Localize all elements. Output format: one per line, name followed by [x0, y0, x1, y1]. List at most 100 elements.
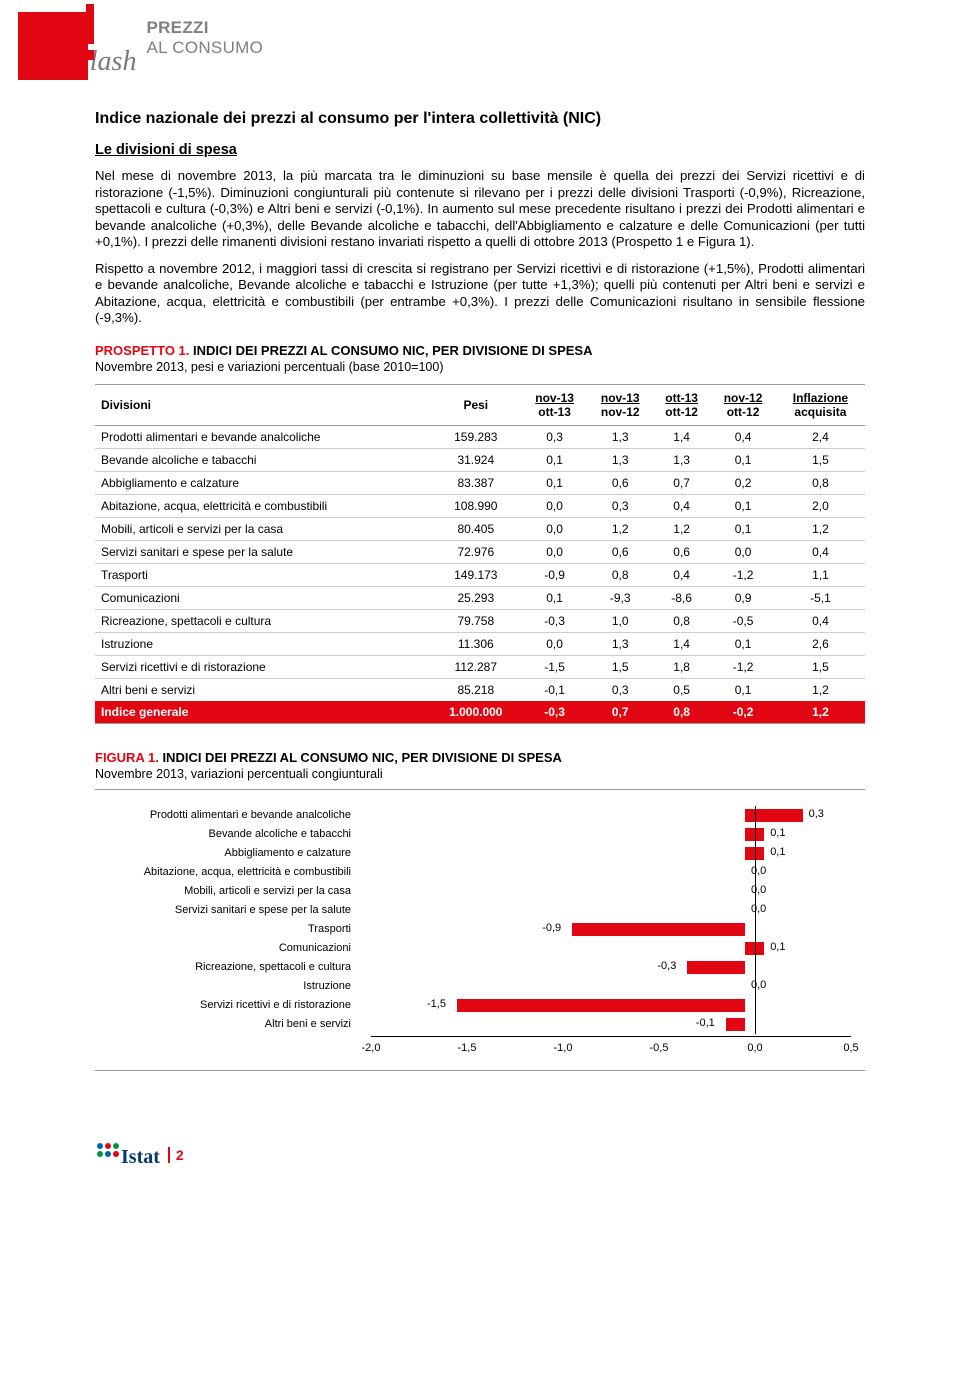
x-axis: -2,0-1,5-1,0-0,50,00,5 [371, 1042, 851, 1060]
chart-row: Mobili, articoli e servizi per la casa 0,… [103, 882, 857, 901]
table-row: Abbigliamento e calzature83.3870,10,60,7… [95, 471, 865, 494]
table-cell: Mobili, articoli e servizi per la casa [95, 517, 430, 540]
bar-label: Servizi sanitari e spese per la salute [103, 904, 361, 916]
table-cell: 1.000.000 [430, 701, 522, 723]
table-cell: 1,4 [653, 425, 710, 448]
content-body: Indice nazionale dei prezzi al consumo p… [95, 110, 865, 1071]
chart-row: Trasporti -0,9 [103, 920, 857, 939]
table-cell: 0,2 [710, 471, 776, 494]
table-cell: 0,1 [522, 586, 588, 609]
table-cell: -0,5 [710, 609, 776, 632]
table-cell: 0,1 [710, 494, 776, 517]
table-cell: 1,5 [587, 655, 653, 678]
bar-label: Istruzione [103, 980, 361, 992]
table-cell: 0,3 [522, 425, 588, 448]
table-cell: 0,8 [653, 609, 710, 632]
axis-line [371, 1036, 851, 1037]
table-cell: 0,8 [776, 471, 865, 494]
istat-text: Istat [121, 1146, 160, 1168]
table-cell: 1,2 [776, 701, 865, 723]
bar-label: Mobili, articoli e servizi per la casa [103, 885, 361, 897]
bar-value-label: 0,0 [751, 884, 766, 896]
table-cell: 0,6 [653, 540, 710, 563]
table-cell: 1,2 [776, 517, 865, 540]
table-cell: 1,8 [653, 655, 710, 678]
chart-wrapper: Prodotti alimentari e bevande analcolich… [95, 789, 865, 1071]
table-cell: 0,5 [653, 678, 710, 701]
document-header: flash PREZZI AL CONSUMO [0, 0, 960, 80]
bar-label: Abitazione, acqua, elettricità e combust… [103, 866, 361, 878]
bar-value-label: -1,5 [427, 998, 446, 1010]
bar-plot: 0,0 [361, 901, 857, 920]
table-wrapper: DivisioniPesinov-13ott-13nov-13nov-12ott… [95, 384, 865, 724]
bar-label: Comunicazioni [103, 942, 361, 954]
figura-subtitle: Novembre 2013, variazioni percentuali co… [95, 767, 865, 781]
table-cell: 0,1 [710, 678, 776, 701]
table-cell: Ricreazione, spettacoli e cultura [95, 609, 430, 632]
bar [726, 1018, 745, 1031]
table-cell: 149.173 [430, 563, 522, 586]
chart-row: Servizi ricettivi e di ristorazione-1,5 [103, 996, 857, 1015]
bar [572, 923, 745, 936]
table-row: Servizi ricettivi e di ristorazione112.2… [95, 655, 865, 678]
paragraph-2: Rispetto a novembre 2012, i maggiori tas… [95, 261, 865, 327]
table-cell: 1,2 [776, 678, 865, 701]
table-cell: 11.306 [430, 632, 522, 655]
bar-label: Altri beni e servizi [103, 1018, 361, 1030]
table-cell: -0,2 [710, 701, 776, 723]
table-cell: 0,1 [710, 448, 776, 471]
chart-row: Altri beni e servizi-0,1 [103, 1015, 857, 1034]
bar-plot: 0,0 [361, 882, 857, 901]
table-cell: 0,4 [776, 609, 865, 632]
table-cell: 1,4 [653, 632, 710, 655]
table-cell: -1,2 [710, 655, 776, 678]
table-cell: 1,5 [776, 448, 865, 471]
table-cell: 0,4 [710, 425, 776, 448]
table-cell: Abbigliamento e calzature [95, 471, 430, 494]
exclamation-icon [80, 4, 100, 62]
bar-value-label: 0,3 [809, 808, 824, 820]
table-cell: -0,1 [522, 678, 588, 701]
table-cell: -1,2 [710, 563, 776, 586]
table-cell: 0,6 [587, 471, 653, 494]
bar-plot: -1,5 [361, 996, 857, 1015]
table-cell: 0,0 [522, 494, 588, 517]
table-row: Trasporti149.173-0,90,80,4-1,21,1 [95, 563, 865, 586]
table-cell: Trasporti [95, 563, 430, 586]
axis-tick: 0,0 [747, 1042, 762, 1054]
table-cell: 0,4 [653, 494, 710, 517]
table-cell: Altri beni e servizi [95, 678, 430, 701]
table-col-header: nov-13nov-12 [587, 385, 653, 426]
prospetto-subtitle: Novembre 2013, pesi e variazioni percent… [95, 360, 865, 374]
bar-value-label: 0,0 [751, 865, 766, 877]
table-cell: 0,4 [653, 563, 710, 586]
axis-tick: -0,5 [650, 1042, 669, 1054]
bar-plot: 0,0 [361, 977, 857, 996]
prospetto-heading: INDICI DEI PREZZI AL CONSUMO NIC, PER DI… [193, 343, 592, 358]
table-body: Prodotti alimentari e bevande analcolich… [95, 425, 865, 723]
table-cell: Indice generale [95, 701, 430, 723]
table-col-header: Divisioni [95, 385, 430, 426]
chart-row: Istruzione0,0 [103, 977, 857, 996]
figura-label: FIGURA 1. [95, 750, 159, 765]
table-cell: 0,8 [653, 701, 710, 723]
table-row: Istruzione11.3060,01,31,40,12,6 [95, 632, 865, 655]
table-cell: 80.405 [430, 517, 522, 540]
bar-label: Ricreazione, spettacoli e cultura [103, 961, 361, 973]
bar-chart: Prodotti alimentari e bevande analcolich… [103, 806, 857, 1060]
bar-label: Trasporti [103, 923, 361, 935]
table-cell: 1,0 [587, 609, 653, 632]
prospetto-label: PROSPETTO 1. [95, 343, 189, 358]
page-number: 2 [168, 1147, 184, 1163]
chart-row: Ricreazione, spettacoli e cultura-0,3 [103, 958, 857, 977]
bar-value-label: -0,9 [542, 922, 561, 934]
bar-value-label: 0,1 [770, 846, 785, 858]
bar-label: Bevande alcoliche e tabacchi [103, 828, 361, 840]
bar-value-label: 0,1 [770, 827, 785, 839]
bar [687, 961, 745, 974]
axis-tick: 0,5 [843, 1042, 858, 1054]
table-cell: 0,1 [522, 471, 588, 494]
chart-row: Prodotti alimentari e bevande analcolich… [103, 806, 857, 825]
bar-label: Abbigliamento e calzature [103, 847, 361, 859]
table-header: DivisioniPesinov-13ott-13nov-13nov-12ott… [95, 385, 865, 426]
